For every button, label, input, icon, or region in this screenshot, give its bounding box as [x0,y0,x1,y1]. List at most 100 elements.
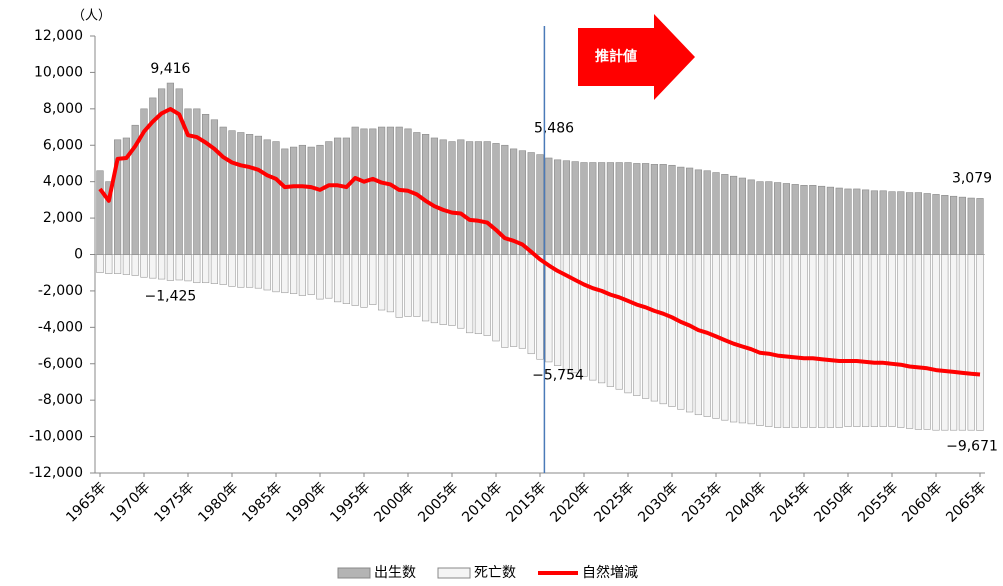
bar [853,254,861,427]
bar [949,254,958,431]
bar [448,141,456,255]
bar [835,187,843,255]
bar [96,170,104,255]
bar [791,254,799,428]
bar [166,254,175,281]
bar [597,254,606,384]
data-label: −9,671 [946,439,998,455]
bar [624,254,632,394]
bar [562,254,570,370]
bar [729,175,738,255]
bar [615,254,623,390]
legend-label: 死亡数 [474,565,516,581]
bar [765,254,773,427]
bar [914,254,922,430]
bar [659,164,667,255]
bar [122,254,130,275]
bar [729,254,738,423]
x-tick-label: 2030年 [635,479,681,525]
bar [536,254,544,360]
bar [527,152,535,255]
bar [835,254,843,428]
y-tick-label: -12,000 [29,465,83,481]
bar [307,254,315,295]
bar [606,254,614,387]
bar [703,170,711,255]
y-tick-label: 4,000 [43,174,83,190]
bar [597,162,606,255]
bar [712,172,720,255]
x-tick-label: 2050年 [811,479,857,525]
bar [756,254,764,426]
bar [140,254,148,278]
bar [448,254,456,326]
legend-label: 自然増減 [582,564,638,581]
bar [395,254,403,318]
bar [263,139,271,255]
bar [941,254,949,431]
bar [861,254,870,427]
bar [545,254,553,363]
bar [765,181,773,255]
bar [738,254,746,424]
y-tick-label: -4,000 [38,319,83,335]
bar [879,254,887,427]
bar [316,144,324,255]
y-tick-label: 8,000 [43,101,83,117]
y-tick-label: -8,000 [38,392,83,408]
bar [272,141,280,255]
bar [641,163,650,255]
bar [958,254,966,431]
bar [316,254,324,300]
bar [527,254,535,355]
bar [967,197,975,255]
bar [624,162,632,255]
bar [809,185,817,255]
bar [193,108,201,255]
bar [949,195,958,255]
bar [782,254,790,428]
bar [483,254,491,336]
bar [501,254,509,348]
y-tick-label: 2,000 [43,210,83,226]
bar [210,119,219,255]
bar [254,135,263,255]
bar [545,157,553,255]
bar [237,132,245,255]
bar [633,254,641,396]
bar [685,254,694,413]
bar [254,254,263,289]
x-tick-label: 2040年 [723,479,769,525]
data-label: 5,486 [534,121,574,137]
bar [465,141,474,255]
y-tick-label: -2,000 [38,283,83,299]
bar [281,148,289,255]
bar [439,139,447,255]
bar [791,184,799,255]
bar [105,254,113,274]
y-tick-label: 12,000 [34,28,83,44]
bar [430,137,439,255]
bar [782,183,790,255]
bar [386,126,395,255]
x-tick-label: 1990年 [283,479,329,525]
bar [844,254,852,427]
bar [325,141,333,255]
bar [888,191,896,255]
legend-swatch [337,567,371,579]
x-tick-label: 1980年 [195,479,241,525]
x-tick-label: 2010年 [459,479,505,525]
bar [870,190,878,255]
bar [149,254,157,279]
bar [571,161,579,255]
bar [897,191,905,255]
bar [518,150,526,255]
bar [457,139,465,255]
x-tick-label: 1965年 [63,479,109,525]
bar [967,254,975,431]
bar [369,128,377,255]
bar [289,254,298,294]
bar [879,190,887,255]
bar [914,192,922,255]
